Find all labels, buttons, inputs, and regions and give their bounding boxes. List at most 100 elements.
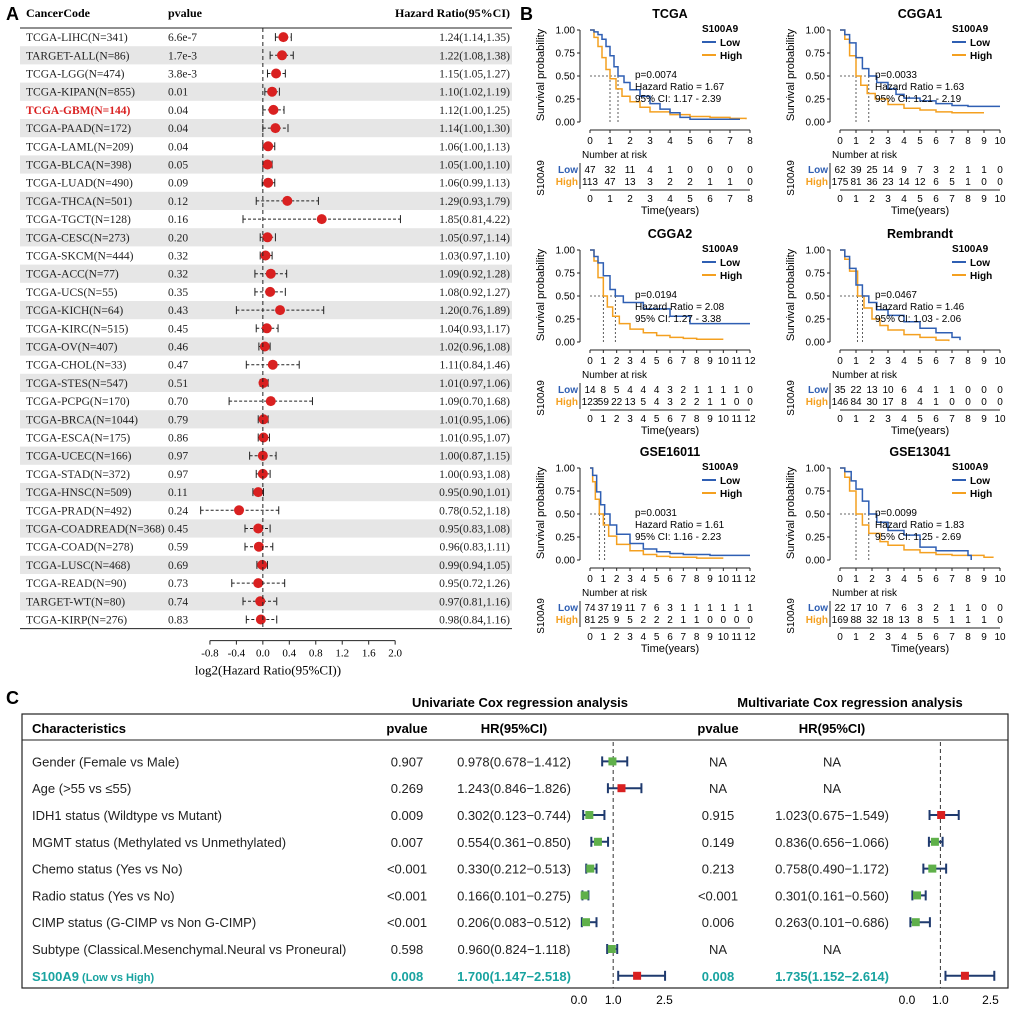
km-x-tick-label: 0 <box>837 356 843 367</box>
cox-multi-hr: NA <box>823 942 841 957</box>
forest-pvalue: 0.24 <box>168 505 188 517</box>
forest-hr-ci: 0.98(0.84,1.16) <box>439 615 510 627</box>
km-x-tick-label: 10 <box>994 574 1006 585</box>
km-risk-high-count: 6 <box>933 177 939 188</box>
forest-pvalue: 0.35 <box>168 287 188 299</box>
forest-cancer-code: TCGA-ACC(N=77) <box>26 269 119 281</box>
km-curve-low <box>590 467 750 557</box>
cox-multi-pvalue: 0.915 <box>702 808 735 823</box>
km-risk-high-count: 1 <box>965 615 971 626</box>
km-curve-high <box>840 467 994 558</box>
forest-hr-ci: 1.85(0.81,4.22) <box>439 214 510 226</box>
cox-characteristic: Subtype (Classical.Mesenchymal.Neural vs… <box>32 942 346 957</box>
cox-multi-pvalue: 0.149 <box>702 835 735 850</box>
km-risk-low-count: 35 <box>834 385 846 396</box>
cox-uni-pvalue: 0.269 <box>391 781 424 796</box>
km-risk-high-count: 3 <box>667 397 673 408</box>
km-stat-line: p=0.0194 <box>635 290 677 301</box>
forest-hr-ci: 1.14(1.00,1.30) <box>439 123 510 135</box>
km-risk-x-tick-label: 6 <box>667 632 673 643</box>
km-risk-x-tick-label: 1 <box>601 632 607 643</box>
forest-pvalue: 0.12 <box>168 196 188 208</box>
km-x-tick-label: 6 <box>667 574 673 585</box>
km-risk-high-label: High <box>806 177 828 188</box>
km-risk-x-tick-label: 1 <box>601 414 607 425</box>
km-risk-x-tick-label: 4 <box>901 632 907 643</box>
forest-hr-ci: 1.12(1.00,1.25) <box>439 105 510 117</box>
cox-multi-hr: 0.301(0.161−0.560) <box>775 888 889 903</box>
km-risk-x-tick-label: 3 <box>885 632 891 643</box>
km-risk-high-count: 0 <box>721 615 727 626</box>
forest-point <box>316 214 327 225</box>
km-risk-high-count: 0 <box>747 615 753 626</box>
km-x-tick-label: 7 <box>949 574 955 585</box>
cox-uni-hr: 1.700(1.147−2.518) <box>457 969 571 984</box>
forest-pvalue: 0.45 <box>168 323 188 335</box>
km-risk-high-label: High <box>556 615 578 626</box>
km-risk-low-count: 1 <box>721 385 727 396</box>
forest-x-tick-label: 1.2 <box>335 648 349 660</box>
km-risk-high-count: 175 <box>832 177 849 188</box>
forest-header-hr: Hazard Ratio(95%CI) <box>395 6 510 20</box>
forest-cancer-code: TCGA-KIRC(N=515) <box>26 323 128 335</box>
cox-point <box>633 971 642 980</box>
km-risk-title: Number at risk <box>582 150 648 161</box>
km-risk-high-count: 5 <box>949 177 955 188</box>
cox-uni-pvalue: 0.009 <box>391 808 424 823</box>
forest-hr-ci: 1.29(0.93,1.79) <box>439 196 510 208</box>
km-risk-x-tick-label: 7 <box>727 194 733 205</box>
km-x-tick-label: 3 <box>885 574 891 585</box>
km-stat-line: Hazard Ratio = 1.63 <box>875 82 965 93</box>
cox-multi-pvalue: NA <box>709 754 727 769</box>
cox-multi-pvalue: 0.006 <box>702 915 735 930</box>
forest-pvalue: 0.32 <box>168 269 188 281</box>
forest-hr-ci: 1.04(0.93,1.17) <box>439 323 510 335</box>
forest-cancer-code: TCGA-ESCA(N=175) <box>26 433 130 445</box>
forest-cancer-code: TCGA-LGG(N=474) <box>26 69 125 81</box>
km-risk-high-count: 18 <box>882 615 894 626</box>
km-y-tick-label: 0.50 <box>806 292 826 303</box>
km-x-tick-label: 4 <box>667 136 673 147</box>
cox-characteristic: Radio status (Yes vs No) <box>32 888 175 903</box>
forest-hr-ci: 0.99(0.94,1.05) <box>439 560 510 572</box>
km-x-tick-label: 6 <box>933 356 939 367</box>
km-x-tick-label: 8 <box>965 356 971 367</box>
panel-label-a: A <box>6 4 19 24</box>
forest-hr-ci: 1.01(0.95,1.07) <box>439 433 510 445</box>
cox-multi-pvalue: NA <box>709 781 727 796</box>
km-risk-high-count: 17 <box>882 397 894 408</box>
cox-point <box>593 837 602 846</box>
cox-multi-pvalue: 0.213 <box>702 862 735 877</box>
km-risk-low-count: 4 <box>647 165 653 176</box>
km-risk-x-tick-label: 6 <box>933 414 939 425</box>
km-risk-x-tick-label: 8 <box>694 632 700 643</box>
km-x-tick-label: 9 <box>707 356 713 367</box>
km-risk-low-count: 7 <box>885 603 891 614</box>
km-risk-title: Number at risk <box>582 588 648 599</box>
km-x-tick-label: 3 <box>885 356 891 367</box>
km-x-tick-label: 0 <box>587 356 593 367</box>
km-x-tick-label: 9 <box>981 356 987 367</box>
forest-point <box>265 286 276 297</box>
km-risk-high-count: 13 <box>624 397 636 408</box>
km-stat-line: 95% CI: 1.27 - 3.38 <box>635 314 722 325</box>
km-risk-low-count: 1 <box>734 385 740 396</box>
km-strata-label: S100A9 <box>786 380 797 416</box>
km-risk-low-count: 1 <box>965 165 971 176</box>
km-risk-high-count: 113 <box>582 177 598 188</box>
km-risk-x-tick-label: 5 <box>654 414 660 425</box>
km-risk-low-count: 0 <box>747 385 753 396</box>
km-y-tick-label: 0.25 <box>806 533 826 544</box>
km-curve-low <box>590 249 750 325</box>
forest-point <box>257 559 268 570</box>
km-risk-high-count: 0 <box>949 397 955 408</box>
km-strata-label: S100A9 <box>536 160 547 196</box>
km-risk-x-tick-label: 9 <box>981 414 987 425</box>
km-x-tick-label: 3 <box>885 136 891 147</box>
cox-characteristic-name: Chemo status (Yes vs No) <box>32 862 183 877</box>
forest-point <box>262 159 273 170</box>
km-risk-x-tick-label: 0 <box>587 194 593 205</box>
km-risk-x-tick-label: 1 <box>853 194 859 205</box>
km-risk-low-count: 0 <box>981 385 987 396</box>
km-risk-low-count: 3 <box>917 603 923 614</box>
